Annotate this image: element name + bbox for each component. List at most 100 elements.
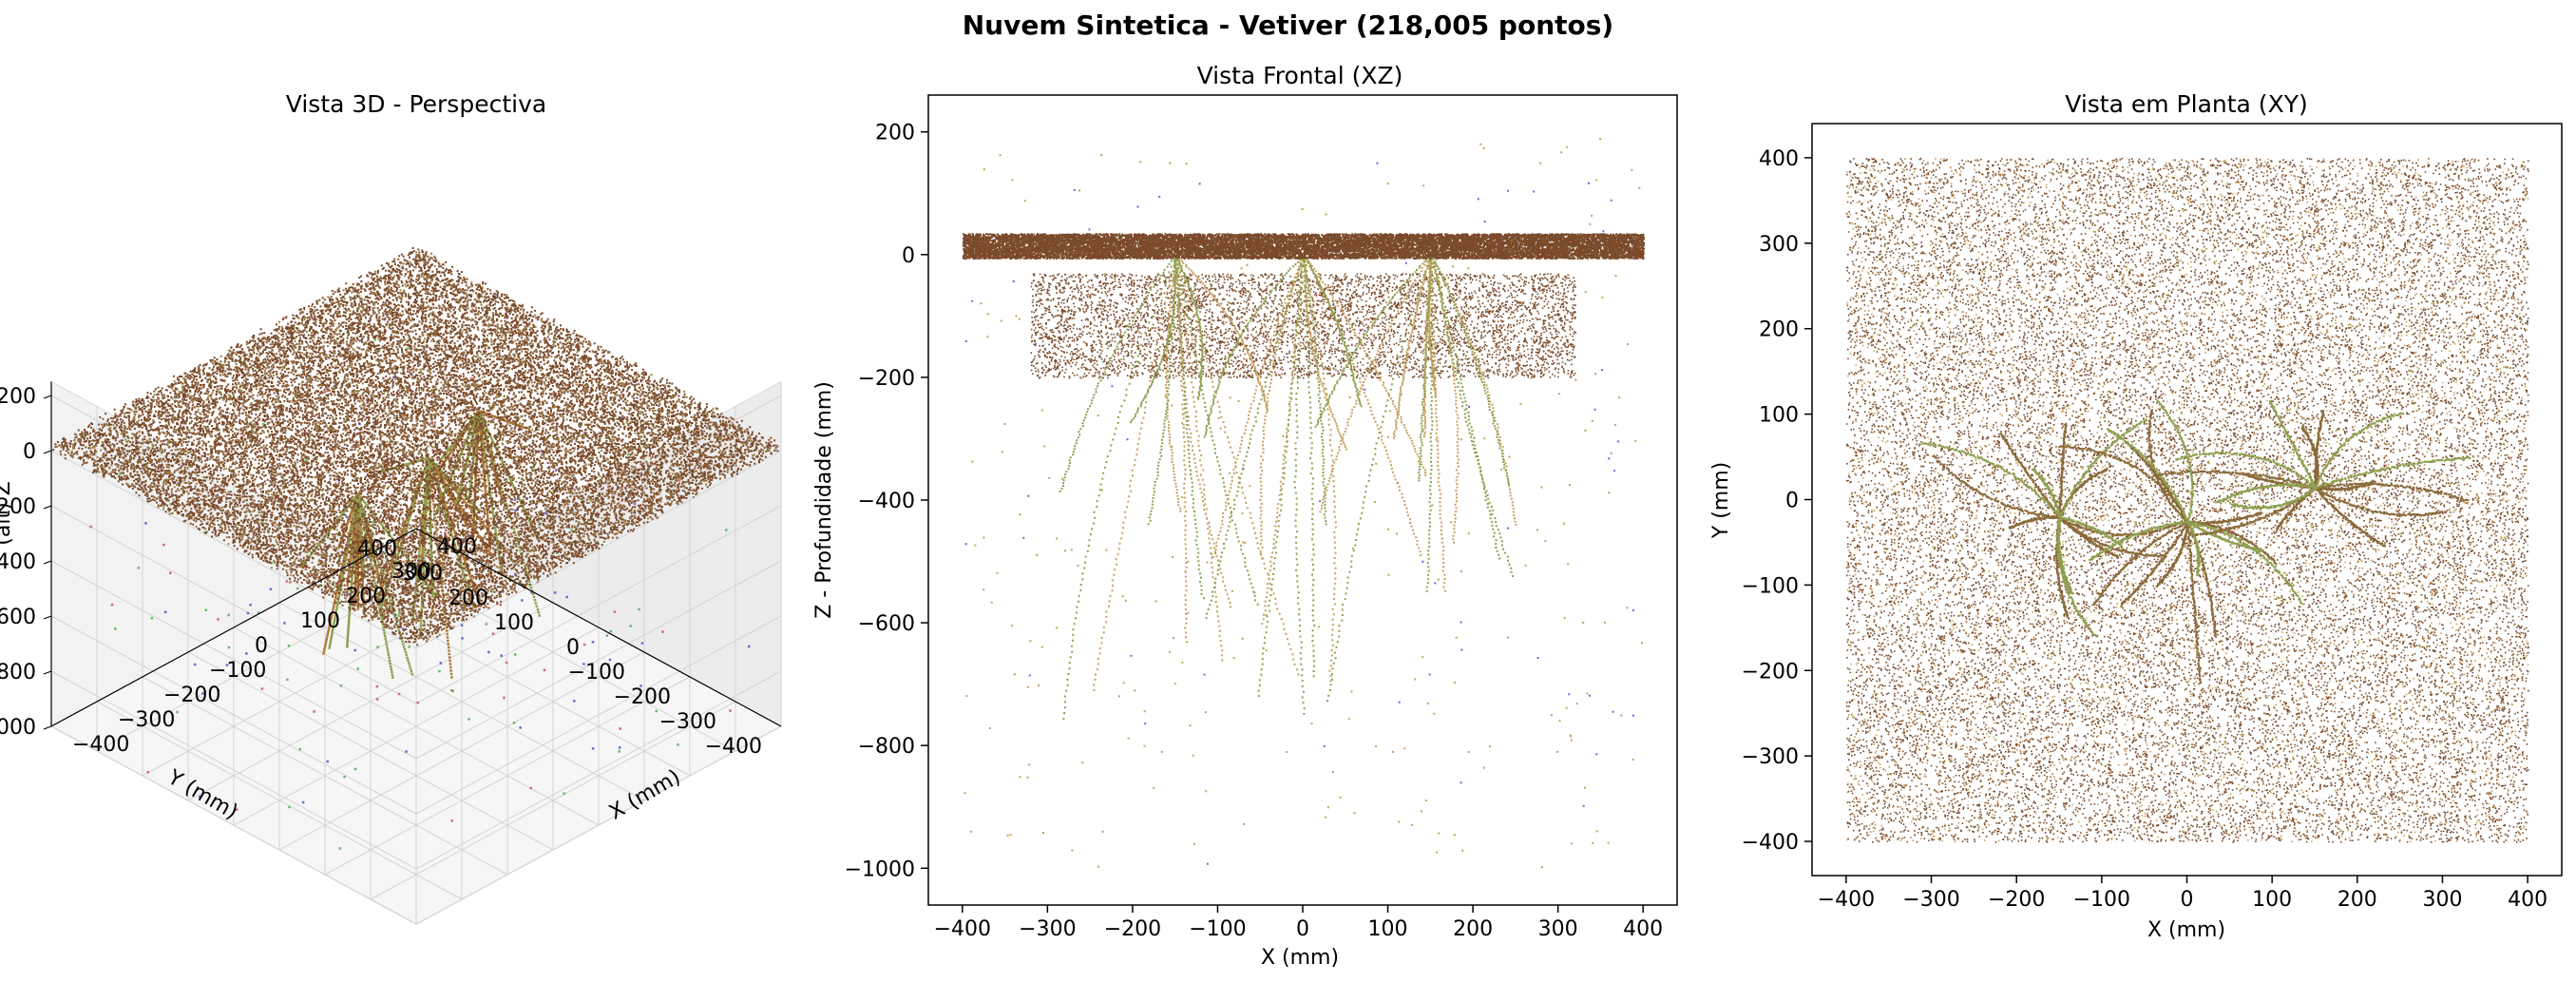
3d-xtick-label: −200 [163,684,220,707]
3d-x-spine [415,528,782,727]
xz-xtick-label: −200 [1104,917,1161,941]
3d-grid-y-floor [96,552,463,752]
xz-ytick-label: 0 [902,244,915,268]
xz-xtick-label: −100 [1189,917,1246,941]
panel-xy-title: Vista em Planta (XY) [2065,90,2307,118]
xy-ticks: −400 −300 −200 −100 0 100 200 300 400 400 300 200 10… [1742,147,2548,912]
xz-subsoil-points [1030,273,1577,379]
3d-surface-points [52,247,779,646]
xy-ytick-label: 300 [1759,233,1799,257]
xz-ytick-label: −600 [858,612,915,636]
3d-ztick [43,560,52,565]
3d-ztick [43,505,52,510]
xz-xtick-label: 400 [1623,917,1663,941]
3d-grid-z-left [50,450,417,649]
3d-ytick-label: 0 [566,636,580,660]
xz-ytick-label: −200 [858,367,915,391]
3d-ztick-label: −600 [0,606,36,629]
xy-xtick-label: 300 [2422,888,2462,912]
panel-frontal-xz: Vista Frontal (XZ) −400 −300 −200 −100 0 100 2… [812,62,1678,970]
3d-ztick-label: −800 [0,661,36,684]
3d-xtick-label: −100 [209,659,266,683]
3d-xtick-label: 0 [255,634,268,658]
xz-roots-plant-1-b [1059,254,1259,720]
3d-ytick-label: −400 [705,735,762,759]
3d-ztick [43,450,52,454]
3d-y-spine [50,528,417,727]
xy-xtick-label: −400 [1818,888,1875,912]
xy-ytick-label: −300 [1742,745,1799,769]
3d-grid-z-left [50,560,417,760]
3d-ztick-label: −400 [0,550,36,574]
3d-grid-z-left [50,725,417,925]
xy-ytick-label: −100 [1742,574,1799,598]
3d-xtick-label: −400 [72,733,129,757]
xz-xtick-label: 100 [1368,917,1408,941]
3d-xtick-label: 100 [300,609,340,633]
3d-grid-z-left [50,670,417,870]
xy-y-axis-label: Y (mm) [1709,462,1733,539]
xz-ytick-label: −400 [858,490,915,513]
xy-ytick-label: −400 [1742,831,1799,855]
xy-xtick-label: 100 [2252,888,2292,912]
3d-z-axis-label: (alt) Z [0,481,15,545]
3d-xtick-label: −300 [118,708,175,732]
3d-grid-z-right [415,615,782,815]
xy-ytick-label: 200 [1759,318,1799,342]
3d-ztick [43,615,52,620]
3d-ztick-label: 200 [0,385,36,409]
xy-xtick-label: −200 [1988,888,2045,912]
3d-roots-green [300,410,541,679]
xz-surface-points [962,233,1646,260]
xz-ytick-label: −1000 [845,858,915,881]
3d-ytick-label: 100 [494,611,534,635]
xz-y-axis-label: Z - Profundidade (mm) [812,381,836,619]
xz-noise-points-blue [964,162,1634,865]
xy-xtick-label: 0 [2181,888,2194,912]
xy-point-cloud [1845,158,2529,843]
xy-ytick-label: 400 [1759,147,1799,171]
xz-point-cloud [962,138,1646,869]
xz-ytick-label: −800 [858,735,915,759]
figure-title: Nuvem Sintetica - Vetiver (218,005 ponto… [962,10,1614,41]
3d-grid-y-floor [233,626,600,826]
3d-grid-y-floor [278,651,645,851]
3d-grid-y-floor [187,602,554,801]
3d-ztick [43,395,52,399]
3d-ytick-label: −300 [659,710,716,734]
xz-xtick-label: −300 [1019,917,1076,941]
3d-grid-z-left [50,615,417,815]
3d-ytick-label: 300 [403,562,443,586]
xz-ytick-label: 200 [875,122,915,145]
xy-background-points [1845,158,2529,843]
xz-xtick-label: −400 [934,917,991,941]
xz-xtick-label: 300 [1538,917,1578,941]
3d-grid-z-left [50,505,417,704]
xy-background-points-light [1846,158,2529,843]
3d-grid-y-floor [324,676,691,876]
xy-xtick-label: −300 [1902,888,1959,912]
panel-3d-title: Vista 3D - Perspectiva [286,90,546,118]
panel-3d-perspective: Vista 3D - Perspectiva 200 0 −200 −400 −600 −… [0,90,783,925]
3d-ztick-label: 0 [23,440,36,464]
xz-xtick-label: 0 [1296,917,1309,941]
3d-ztick [43,725,52,730]
xz-ticks: −400 −300 −200 −100 0 100 200 300 4002000−200−40… [845,122,1664,941]
3d-ytick-label: −200 [614,685,671,709]
3d-ytick-label: 200 [448,587,488,610]
panel-xz-title: Vista Frontal (XZ) [1197,62,1403,89]
xz-roots-plant-2-b [1203,254,1363,715]
xz-x-axis-label: X (mm) [1261,946,1339,970]
xy-roots-plant-3-b [2175,399,2471,511]
xy-xtick-label: 200 [2337,888,2377,912]
xy-xtick-label: 400 [2508,888,2547,912]
xy-ytick-label: −200 [1742,660,1799,684]
xz-plot-frame [927,94,1678,906]
xy-ytick-label: 100 [1759,404,1799,428]
3d-tick-labels: 2000−200−400−600−800−1000−400−300−200−10… [0,381,782,759]
3d-xtick-label: 400 [437,535,477,559]
3d-ztick-label: −1000 [0,716,36,740]
3d-grid-y-floor [370,701,736,900]
xz-xtick-label: 200 [1453,917,1493,941]
